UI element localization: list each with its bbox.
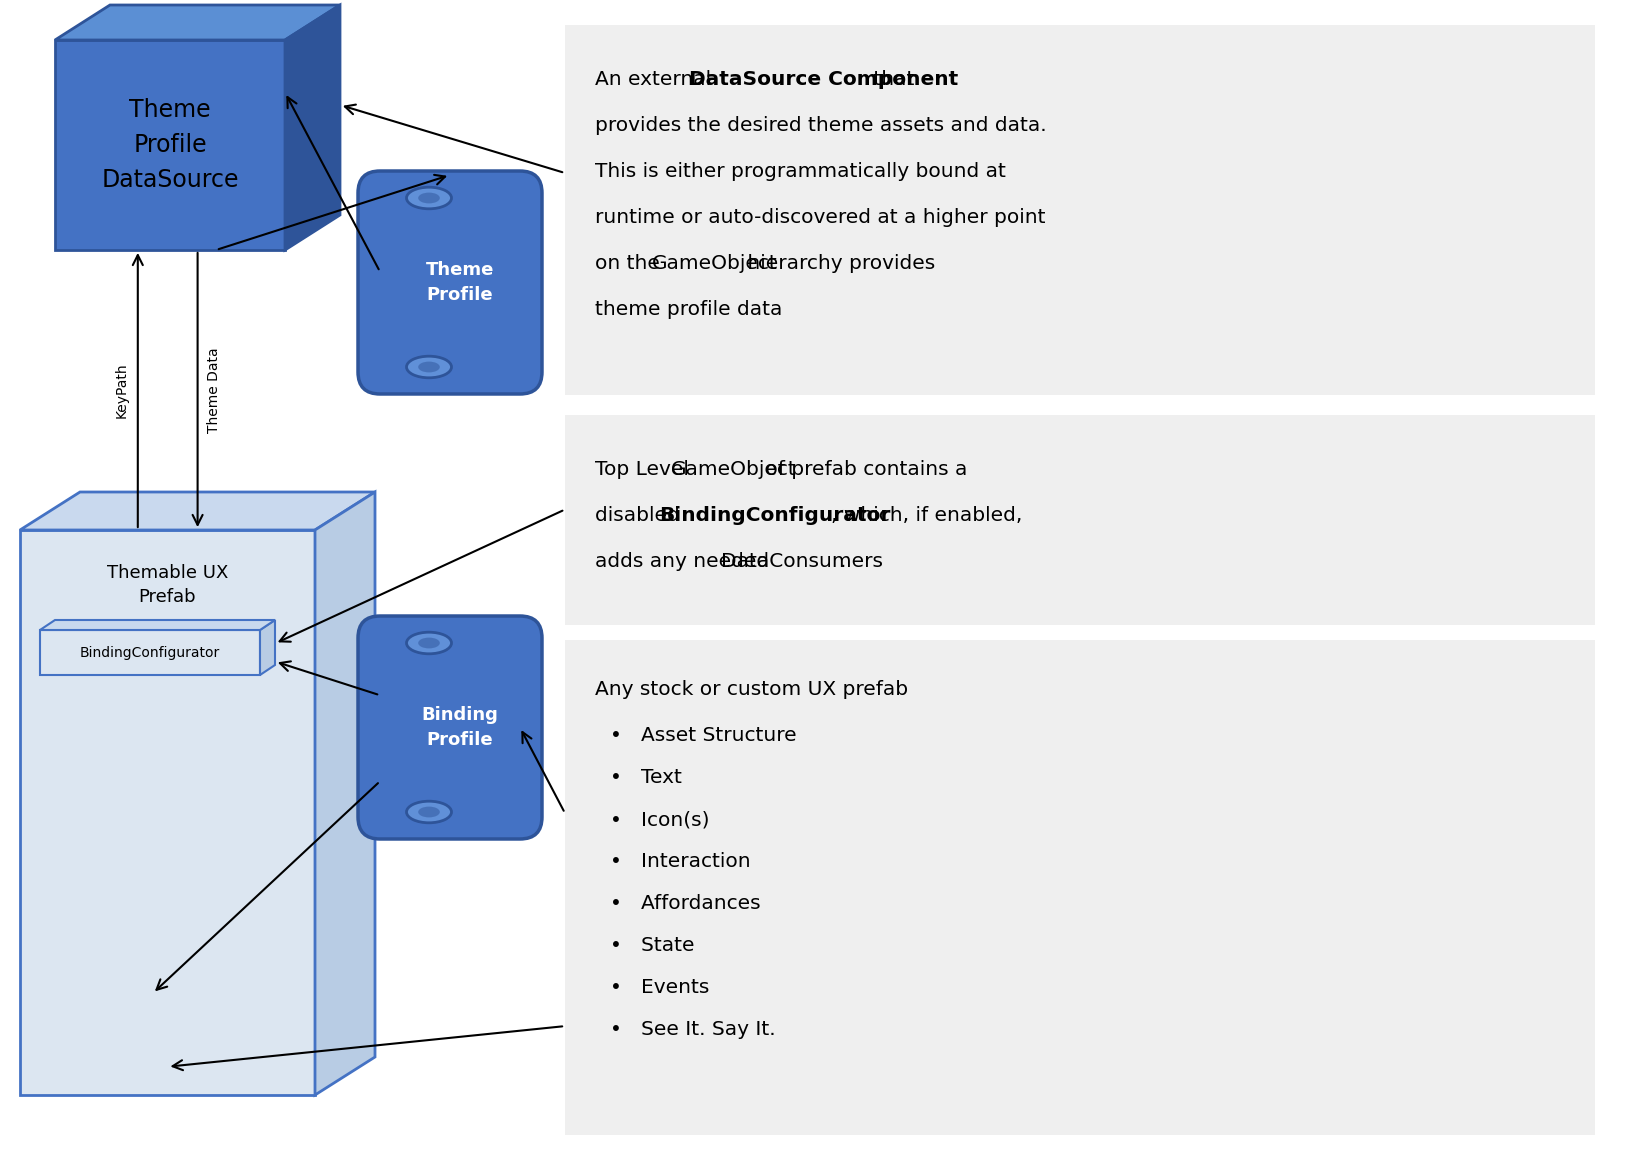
Polygon shape — [41, 631, 260, 675]
Text: theme profile data: theme profile data — [594, 300, 783, 319]
Text: GameObject: GameObject — [651, 255, 778, 273]
Text: •   Icon(s): • Icon(s) — [610, 810, 710, 830]
Text: of prefab contains a: of prefab contains a — [759, 460, 967, 479]
Text: •   Text: • Text — [610, 768, 682, 787]
Text: Theme Data: Theme Data — [207, 347, 221, 433]
FancyBboxPatch shape — [358, 171, 542, 395]
Text: BindingConfigurator: BindingConfigurator — [80, 646, 220, 659]
FancyBboxPatch shape — [358, 616, 542, 839]
Polygon shape — [41, 620, 275, 631]
Text: Top Level: Top Level — [594, 460, 695, 479]
Text: An external: An external — [594, 71, 718, 89]
Text: Theme
Profile: Theme Profile — [427, 261, 495, 304]
Text: runtime or auto-discovered at a higher point: runtime or auto-discovered at a higher p… — [594, 208, 1045, 227]
Text: •   Affordances: • Affordances — [610, 894, 760, 913]
Bar — [565, 640, 1595, 1135]
Text: DataSource Component: DataSource Component — [689, 71, 959, 89]
Polygon shape — [20, 530, 314, 1095]
Text: BindingConfigurator: BindingConfigurator — [659, 506, 891, 525]
Text: on the: on the — [594, 255, 666, 273]
Text: provides the desired theme assets and data.: provides the desired theme assets and da… — [594, 116, 1047, 135]
Text: , which, if enabled,: , which, if enabled, — [830, 506, 1022, 525]
Ellipse shape — [418, 362, 440, 373]
Ellipse shape — [418, 638, 440, 648]
Text: •   See It. Say It.: • See It. Say It. — [610, 1020, 775, 1039]
Text: Binding
Profile: Binding Profile — [422, 706, 498, 749]
Ellipse shape — [407, 187, 451, 208]
Text: •   Asset Structure: • Asset Structure — [610, 725, 796, 745]
Polygon shape — [55, 40, 285, 250]
Text: Any stock or custom UX prefab: Any stock or custom UX prefab — [594, 680, 908, 699]
Bar — [565, 25, 1595, 395]
Text: that: that — [868, 71, 915, 89]
Ellipse shape — [418, 806, 440, 817]
Text: Themable UX
Prefab: Themable UX Prefab — [107, 565, 228, 606]
Text: hierarchy provides: hierarchy provides — [741, 255, 934, 273]
Polygon shape — [285, 5, 340, 250]
Bar — [565, 415, 1595, 625]
Polygon shape — [314, 492, 374, 1095]
Text: This is either programmatically bound at: This is either programmatically bound at — [594, 162, 1006, 180]
Text: DataConsumers: DataConsumers — [721, 552, 882, 572]
Ellipse shape — [407, 801, 451, 823]
Text: .: . — [840, 552, 847, 572]
Polygon shape — [20, 492, 374, 530]
Polygon shape — [55, 5, 340, 40]
Text: GameObject: GameObject — [671, 460, 796, 479]
Text: •   Events: • Events — [610, 978, 710, 997]
Polygon shape — [260, 620, 275, 675]
Text: •   State: • State — [610, 936, 695, 955]
Text: •   Interaction: • Interaction — [610, 852, 751, 871]
Text: adds any needed: adds any needed — [594, 552, 775, 572]
Text: Theme
Profile
DataSource: Theme Profile DataSource — [101, 97, 239, 192]
Ellipse shape — [407, 632, 451, 654]
Ellipse shape — [418, 192, 440, 204]
Ellipse shape — [407, 356, 451, 378]
Text: KeyPath: KeyPath — [116, 362, 129, 418]
Text: disabled: disabled — [594, 506, 685, 525]
